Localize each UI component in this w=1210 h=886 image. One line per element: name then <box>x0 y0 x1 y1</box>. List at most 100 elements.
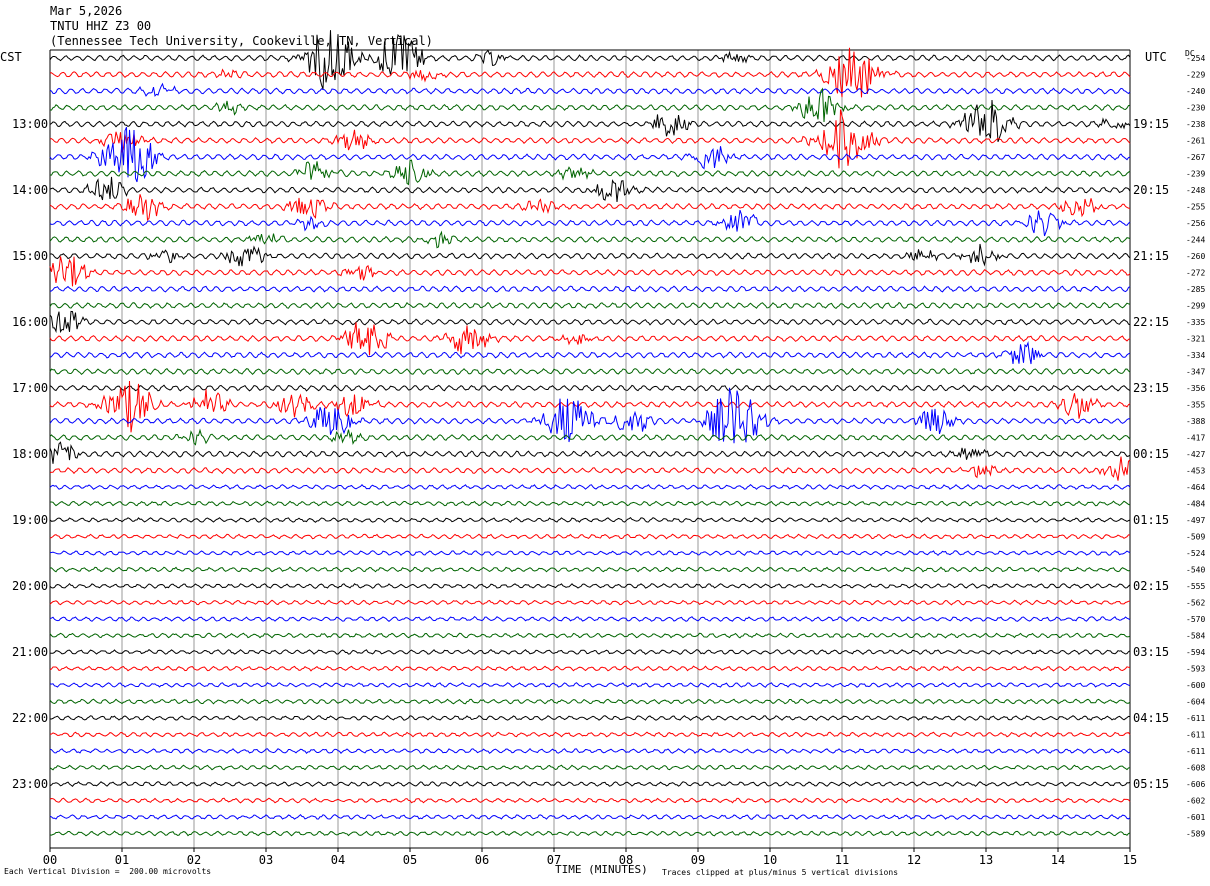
dc-offset-24: -427 <box>1186 450 1205 459</box>
trace-row-44 <box>49 781 1131 788</box>
trace-row-35 <box>49 632 1131 639</box>
dc-offset-47: -589 <box>1186 830 1205 839</box>
utc-hour-label: 23:15 <box>1133 381 1169 395</box>
cst-hour-label: 13:00 <box>12 117 48 131</box>
dc-offset-45: -602 <box>1186 797 1205 806</box>
cst-hour-label: 18:00 <box>12 447 48 461</box>
x-tick-label: 01 <box>115 853 129 867</box>
x-tick-label: 13 <box>979 853 993 867</box>
cst-hour-label: 19:00 <box>12 513 48 527</box>
trace-row-16 <box>49 310 1131 334</box>
trace-row-43 <box>49 764 1131 771</box>
trace-row-3 <box>49 87 1131 123</box>
dc-offset-33: -562 <box>1186 599 1205 608</box>
trace-row-17 <box>49 322 1131 356</box>
trace-row-31 <box>49 566 1131 573</box>
cst-hour-label: 22:00 <box>12 711 48 725</box>
trace-row-34 <box>49 616 1131 622</box>
left-timezone-label: CST <box>0 50 22 64</box>
cst-hour-label: 15:00 <box>12 249 48 263</box>
dc-offset-34: -570 <box>1186 615 1205 624</box>
trace-row-30 <box>49 550 1131 557</box>
dc-offset-38: -600 <box>1186 681 1205 690</box>
dc-offset-41: -611 <box>1186 731 1205 740</box>
dc-offset-35: -584 <box>1186 632 1205 641</box>
cst-hour-label: 16:00 <box>12 315 48 329</box>
dc-offset-27: -484 <box>1186 500 1205 509</box>
cst-hour-label: 23:00 <box>12 777 48 791</box>
trace-row-45 <box>49 797 1131 804</box>
dc-offset-11: -244 <box>1186 236 1205 245</box>
right-timezone-label: UTC <box>1145 50 1167 64</box>
trace-row-26 <box>49 483 1131 490</box>
scale-note: Each Vertical Division = 200.00 microvol… <box>4 867 212 876</box>
dc-offset-40: -611 <box>1186 714 1205 723</box>
trace-row-11 <box>49 230 1131 249</box>
dc-offset-30: -524 <box>1186 549 1205 558</box>
dc-offset-23: -417 <box>1186 434 1205 443</box>
utc-hour-label: 19:15 <box>1133 117 1169 131</box>
trace-row-8 <box>49 176 1131 203</box>
dc-offset-36: -594 <box>1186 648 1205 657</box>
axis-labels: -254 -229 -240 -230 -238 -261 -267 -239 -248 -255… <box>12 54 1205 867</box>
trace-row-37 <box>49 665 1131 672</box>
x-tick-label: 00 <box>43 853 57 867</box>
trace-row-7 <box>49 159 1131 186</box>
trace-row-36 <box>49 649 1131 655</box>
dc-offset-17: -321 <box>1186 335 1205 344</box>
x-tick-label: 02 <box>187 853 201 867</box>
chart-grid <box>49 49 1131 849</box>
x-tick-label: 07 <box>547 853 561 867</box>
x-tick-label: 10 <box>763 853 777 867</box>
cst-hour-label: 21:00 <box>12 645 48 659</box>
dc-offset-21: -355 <box>1186 401 1205 410</box>
dc-offset-9: -255 <box>1186 203 1205 212</box>
dc-offset-12: -260 <box>1186 252 1205 261</box>
dc-offset-32: -555 <box>1186 582 1205 591</box>
clip-note: Traces clipped at plus/minus 5 vertical … <box>662 868 899 877</box>
trace-row-20 <box>49 384 1131 392</box>
dc-offset-6: -267 <box>1186 153 1205 162</box>
trace-row-23 <box>49 428 1131 446</box>
trace-row-39 <box>49 698 1131 705</box>
dc-offset-18: -334 <box>1186 351 1205 360</box>
trace-row-18 <box>49 340 1131 365</box>
dc-offset-26: -464 <box>1186 483 1205 492</box>
trace-row-21 <box>49 380 1131 433</box>
dc-offset-4: -238 <box>1186 120 1205 129</box>
cst-hour-label: 14:00 <box>12 183 48 197</box>
utc-hour-label: 02:15 <box>1133 579 1169 593</box>
cst-hour-label: 20:00 <box>12 579 48 593</box>
x-tick-label: 12 <box>907 853 921 867</box>
utc-hour-label: 22:15 <box>1133 315 1169 329</box>
dc-offset-43: -608 <box>1186 764 1205 773</box>
dc-offset-20: -356 <box>1186 384 1205 393</box>
trace-row-2 <box>49 82 1131 97</box>
dc-offset-5: -261 <box>1186 137 1205 146</box>
dc-offset-1: -229 <box>1186 71 1205 80</box>
trace-row-46 <box>49 813 1131 820</box>
dc-offset-8: -248 <box>1186 186 1205 195</box>
trace-row-15 <box>49 301 1131 310</box>
dc-offset-15: -299 <box>1186 302 1205 311</box>
x-tick-label: 06 <box>475 853 489 867</box>
utc-hour-label: 21:15 <box>1133 249 1169 263</box>
utc-hour-label: 04:15 <box>1133 711 1169 725</box>
trace-row-28 <box>49 517 1131 523</box>
x-tick-label: 04 <box>331 853 345 867</box>
dc-offset-22: -388 <box>1186 417 1205 426</box>
x-tick-label: 14 <box>1051 853 1065 867</box>
x-axis-title: TIME (MINUTES) <box>555 863 648 876</box>
dc-offset-3: -230 <box>1186 104 1205 113</box>
x-tick-label: 08 <box>619 853 633 867</box>
trace-row-13 <box>49 256 1131 287</box>
trace-row-25 <box>49 456 1131 481</box>
cst-hour-label: 17:00 <box>12 381 48 395</box>
trace-row-4 <box>49 99 1131 142</box>
trace-row-41 <box>49 731 1131 738</box>
utc-hour-label: 05:15 <box>1133 777 1169 791</box>
trace-row-0 <box>49 30 1131 90</box>
dc-offset-29: -509 <box>1186 533 1205 542</box>
trace-row-1 <box>49 47 1131 98</box>
